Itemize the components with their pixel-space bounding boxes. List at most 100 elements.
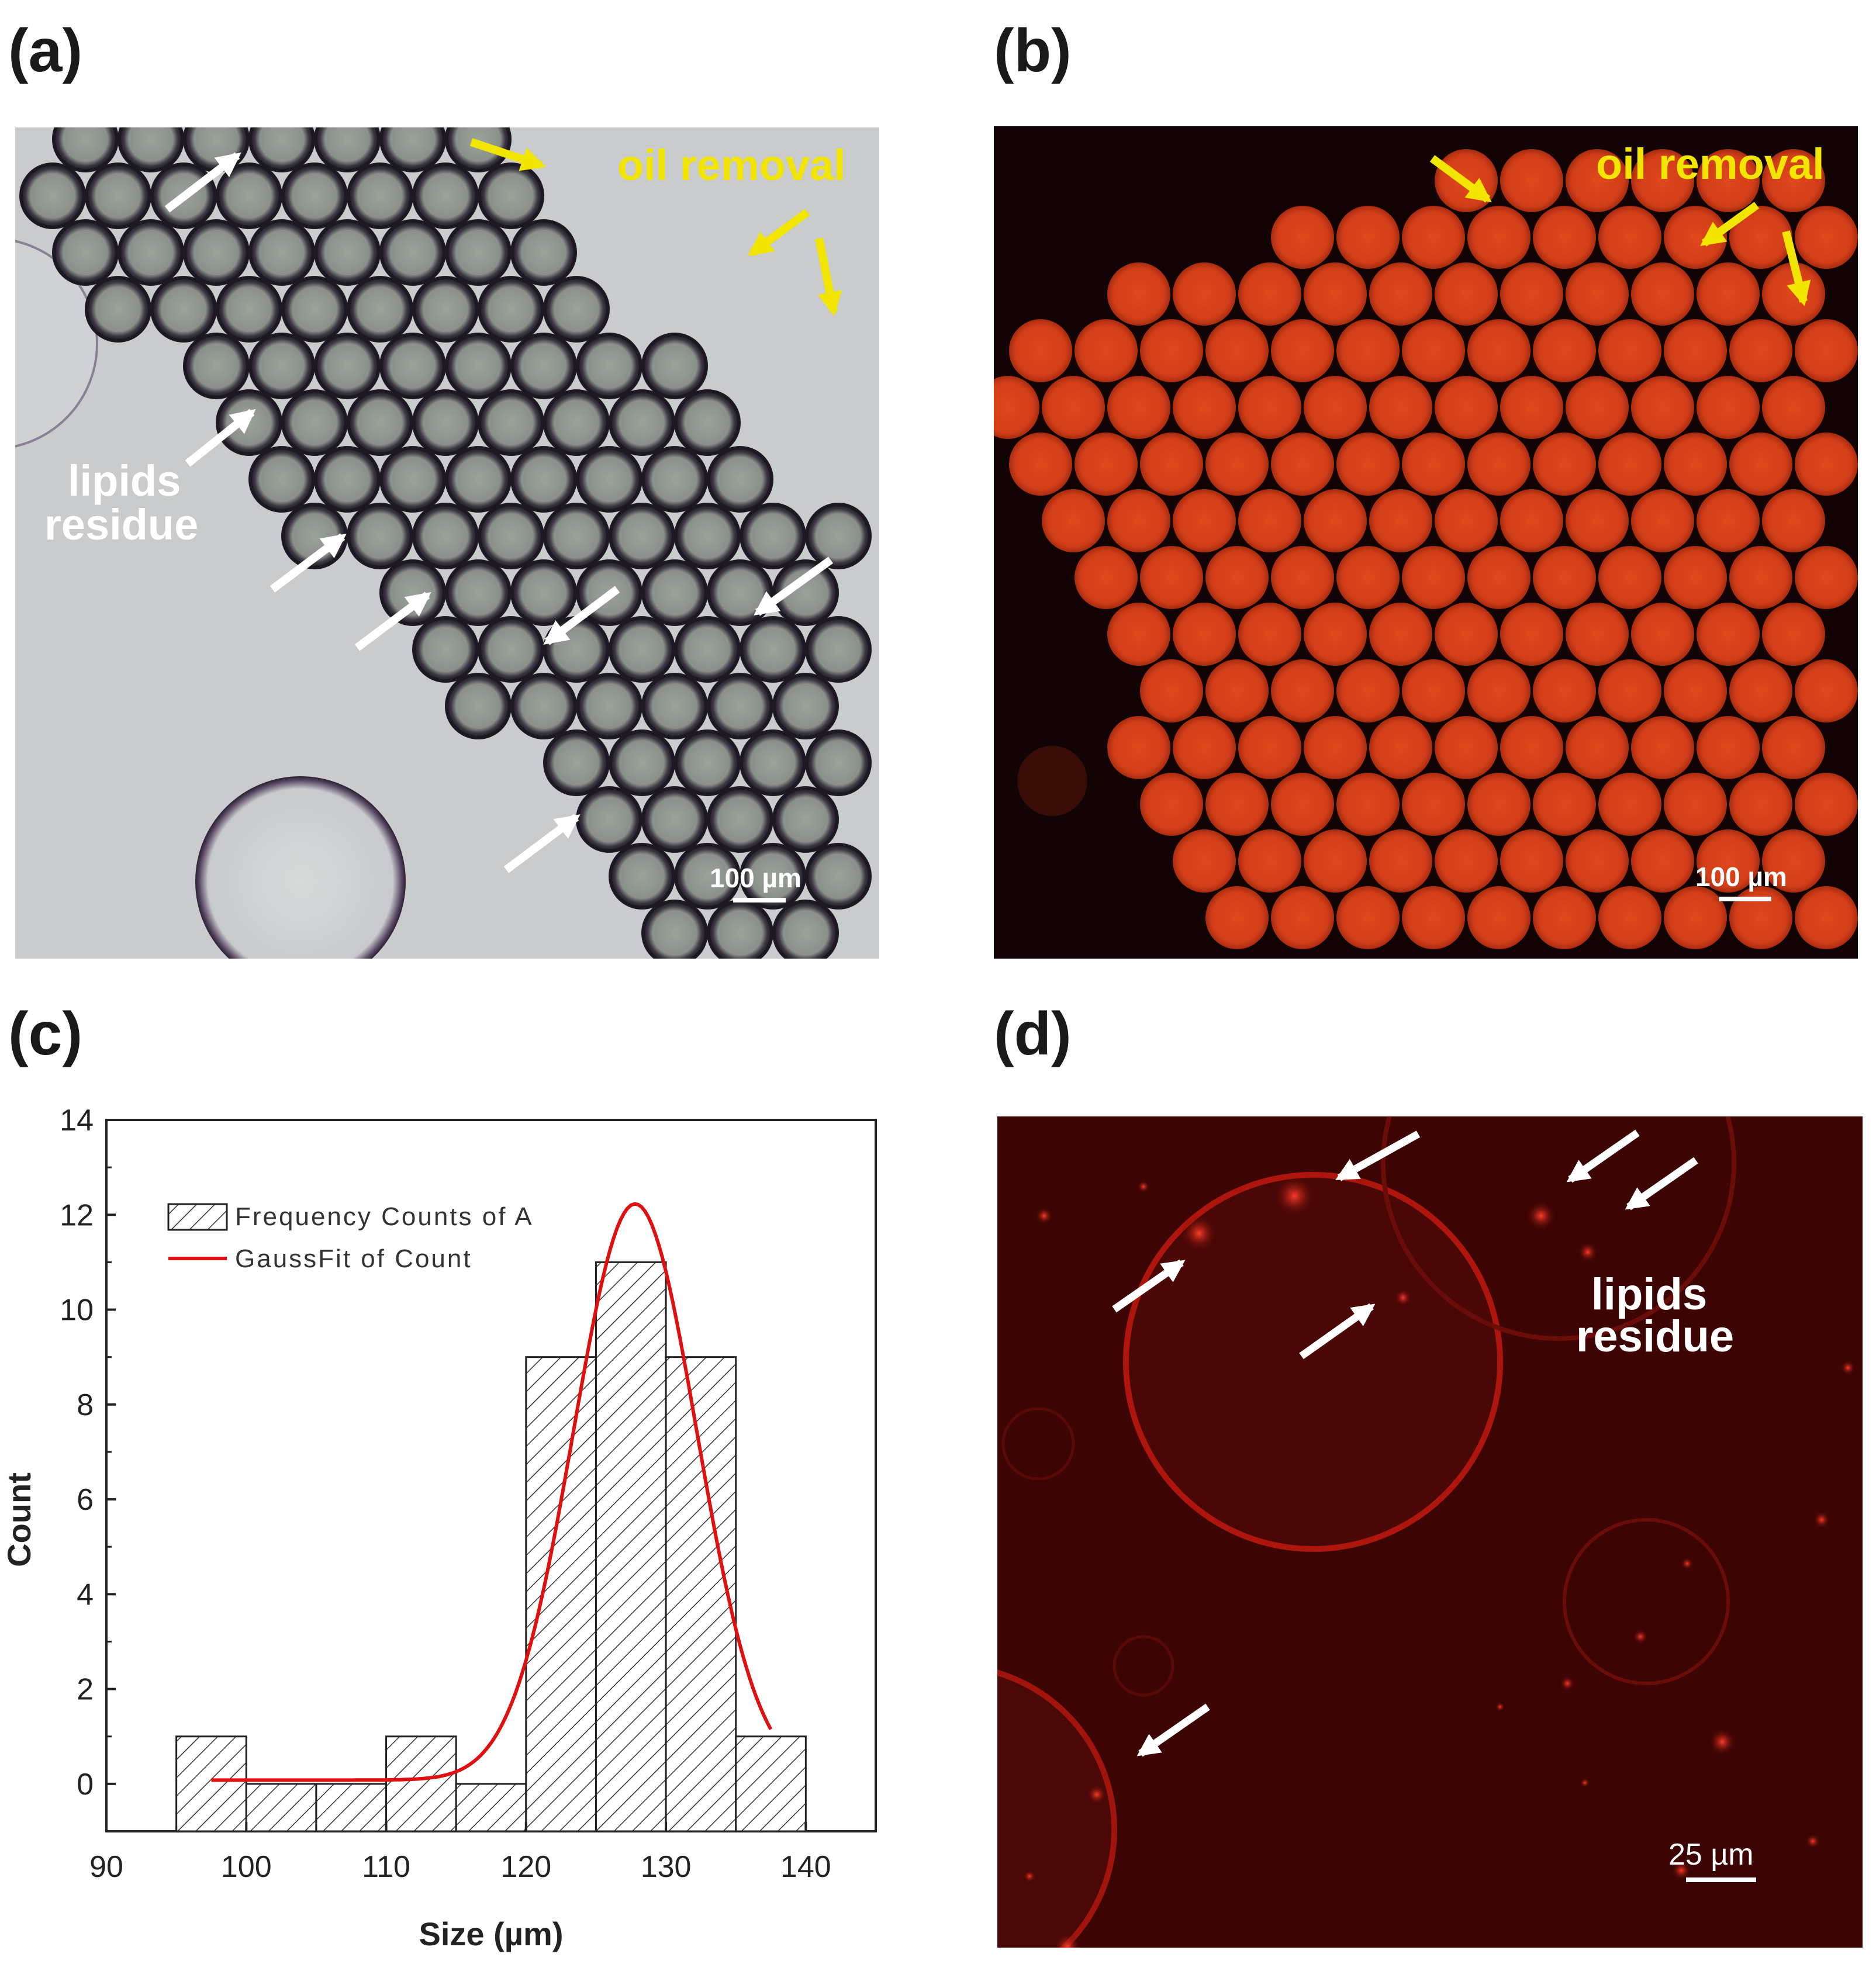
- droplet: [1304, 489, 1367, 552]
- droplet: [1795, 773, 1858, 836]
- droplet: [1140, 773, 1203, 836]
- droplet: [1107, 716, 1170, 779]
- panel-label-c: (c): [8, 1000, 83, 1068]
- droplet: [1664, 659, 1727, 722]
- droplet: [1173, 489, 1236, 552]
- droplet: [1631, 603, 1694, 666]
- droplet: [707, 446, 773, 513]
- droplet: [1402, 206, 1465, 269]
- lipid-spot: [1813, 1512, 1830, 1528]
- droplet: [1140, 319, 1203, 382]
- droplet: [1533, 773, 1596, 836]
- droplet: [1631, 262, 1694, 326]
- legend-label-fit: GaussFit of Count: [235, 1244, 472, 1273]
- droplet: [1435, 829, 1498, 893]
- droplet: [85, 162, 151, 229]
- droplet: [1271, 546, 1334, 609]
- droplet: [1238, 829, 1301, 893]
- droplet: [740, 843, 806, 910]
- droplet: [707, 786, 773, 853]
- droplet: [1009, 433, 1072, 496]
- droplet: [1075, 546, 1138, 609]
- droplet: [1205, 319, 1269, 382]
- droplet: [1271, 319, 1334, 382]
- droplet: [1598, 773, 1661, 836]
- histogram-bar-9: [735, 1735, 807, 1832]
- droplet: [1042, 489, 1105, 552]
- droplet: [216, 389, 282, 456]
- droplet: [1500, 603, 1563, 666]
- droplet: [118, 219, 184, 286]
- droplet: [1500, 262, 1563, 326]
- y-tick-label: 12: [60, 1198, 94, 1232]
- droplet: [281, 276, 348, 343]
- lipid-spot: [1181, 1216, 1217, 1251]
- droplet: [609, 729, 675, 796]
- droplet: [707, 673, 773, 739]
- droplet: [576, 786, 642, 853]
- droplet: [1173, 262, 1236, 326]
- droplet: [1107, 262, 1170, 326]
- droplet: [347, 503, 413, 569]
- droplet: [1467, 773, 1530, 836]
- droplet: [1598, 546, 1661, 609]
- droplet: [1631, 149, 1694, 212]
- droplet: [478, 276, 544, 343]
- plot-frame: [105, 1119, 877, 1832]
- lipids-label-d-line2: residue: [1576, 1312, 1734, 1361]
- micrograph-a: oil removal lipids residue 100 µm: [15, 127, 879, 959]
- droplet: [1533, 319, 1596, 382]
- droplet: [1762, 603, 1825, 666]
- droplet: [1107, 489, 1170, 552]
- droplet: [150, 276, 217, 343]
- droplet: [1729, 773, 1792, 836]
- lipids-label-a-line1: lipids: [68, 457, 181, 505]
- droplet: [216, 276, 282, 343]
- droplet: [1042, 376, 1105, 439]
- droplet: [1173, 716, 1236, 779]
- lipids-label-a-line2: residue: [44, 500, 198, 549]
- droplet: [1598, 433, 1661, 496]
- scale-bar-d: [1686, 1877, 1756, 1882]
- droplet: [1402, 433, 1465, 496]
- droplet: [805, 616, 872, 683]
- droplet: [1238, 716, 1301, 779]
- droplet: [1238, 376, 1301, 439]
- droplet: [641, 786, 708, 853]
- droplet: [1631, 716, 1694, 779]
- lipid-spot: [1681, 1558, 1693, 1569]
- droplet: [609, 389, 675, 456]
- droplet: [1107, 376, 1170, 439]
- droplet: [52, 127, 119, 172]
- droplet: [1369, 262, 1432, 326]
- droplet: [1271, 773, 1334, 836]
- droplet: [1369, 603, 1432, 666]
- lipid-spot: [1841, 1361, 1855, 1375]
- droplet: [1140, 546, 1203, 609]
- droplet: [1304, 376, 1367, 439]
- droplet: [1729, 659, 1792, 722]
- x-tick-label: 120: [500, 1850, 551, 1884]
- droplet: [1631, 376, 1694, 439]
- droplet: [347, 389, 413, 456]
- droplet: [1402, 659, 1465, 722]
- droplet: [994, 376, 1039, 439]
- white-arrows-a: [164, 152, 834, 873]
- droplet: [609, 503, 675, 569]
- droplet: [1271, 206, 1334, 269]
- droplet: [85, 276, 151, 343]
- y-tick-label: 10: [60, 1294, 94, 1327]
- droplet: [510, 446, 577, 513]
- histogram-bar-2: [245, 1783, 317, 1832]
- droplet: [674, 843, 741, 910]
- micrograph-b: oil removal 100 µm: [994, 126, 1858, 959]
- scale-bar-b: [1719, 897, 1771, 901]
- droplet: [445, 333, 512, 399]
- histogram-bar-7: [595, 1261, 667, 1832]
- droplet: [1467, 546, 1530, 609]
- droplet: [1729, 206, 1792, 269]
- droplet: [1566, 716, 1629, 779]
- droplet: [1435, 376, 1498, 439]
- droplet: [248, 127, 315, 172]
- droplet: [510, 673, 577, 739]
